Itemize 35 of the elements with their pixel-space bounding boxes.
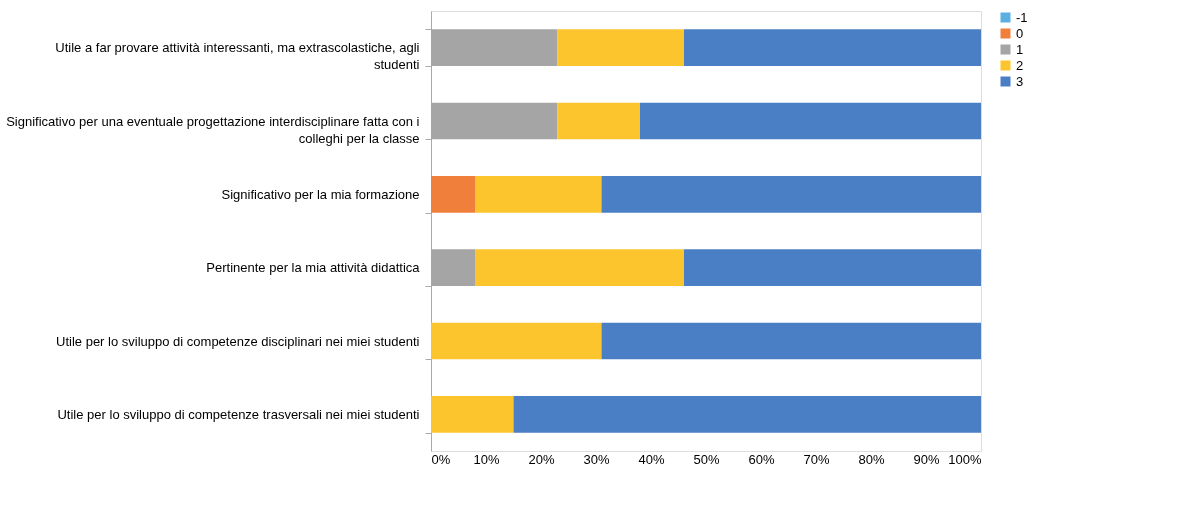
legend-label: 1: [1016, 41, 1024, 57]
y-tick-label: Utile per lo sviluppo di competenze trasversali nei miei studenti: [57, 406, 420, 422]
x-tick-label: 40%: [638, 451, 665, 467]
bar: [601, 322, 981, 360]
x-tick-label: 80%: [858, 451, 885, 467]
legend-label: 2: [1016, 57, 1024, 73]
bar: [640, 102, 981, 140]
legend-label: 3: [1016, 73, 1024, 89]
bar: [431, 176, 475, 213]
x-tick-label: 10%: [473, 451, 500, 467]
x-tick-label: 90%: [913, 451, 940, 467]
bar: [557, 102, 640, 140]
y-tick-label: Utile per lo sviluppo di competenze disciplinari nei miei studenti: [56, 333, 420, 349]
bar: [475, 249, 684, 286]
y-tick-label: Significativo per una eventuale progettazione interdisciplinare fatta con i colleghi per la classe: [6, 113, 420, 146]
bar: [513, 396, 981, 433]
x-tick-label: 0%: [431, 451, 451, 467]
x-tick-label: 20%: [528, 451, 555, 467]
bar: [557, 29, 684, 66]
bar: [431, 322, 602, 360]
x-tick-label: 50%: [693, 451, 720, 467]
x-tick-label: 60%: [748, 451, 775, 467]
y-tick-label: Significativo per la mia formazione: [221, 186, 420, 202]
legend-label: -1: [1016, 9, 1028, 25]
legend-label: 0: [1016, 25, 1024, 41]
bar: [475, 176, 602, 213]
bar: [684, 29, 981, 66]
bar: [601, 176, 981, 213]
x-tick-label: 30%: [583, 451, 610, 467]
bar: [431, 396, 514, 433]
x-tick-label: 70%: [803, 451, 830, 467]
x-tick-label: 100%: [948, 451, 982, 467]
bar: [684, 249, 981, 286]
y-tick-label: Utile a far provare attività interessanti, ma extrascolastiche, agli studenti: [55, 40, 420, 73]
y-tick-label: Pertinente per la mia attività didattica: [206, 260, 421, 276]
